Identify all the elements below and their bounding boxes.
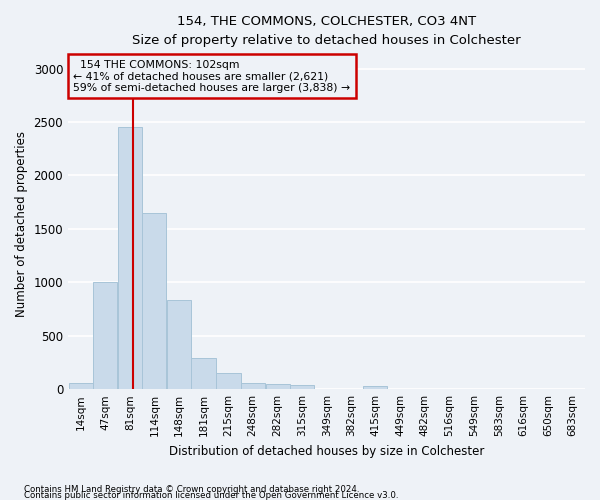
Text: Contains HM Land Registry data © Crown copyright and database right 2024.: Contains HM Land Registry data © Crown c… [24, 484, 359, 494]
Bar [290, 386, 314, 389]
Title: 154, THE COMMONS, COLCHESTER, CO3 4NT
Size of property relative to detached hous: 154, THE COMMONS, COLCHESTER, CO3 4NT Si… [132, 15, 521, 47]
Y-axis label: Number of detached properties: Number of detached properties [15, 130, 28, 316]
Bar [266, 384, 290, 389]
Text: 154 THE COMMONS: 102sqm  
← 41% of detached houses are smaller (2,621)
59% of se: 154 THE COMMONS: 102sqm ← 41% of detache… [73, 60, 350, 92]
X-axis label: Distribution of detached houses by size in Colchester: Distribution of detached houses by size … [169, 444, 484, 458]
Bar [241, 384, 265, 389]
Bar [167, 300, 191, 389]
Bar [363, 386, 388, 389]
Bar [191, 358, 215, 389]
Bar [142, 213, 166, 389]
Bar [217, 373, 241, 389]
Bar [93, 282, 117, 389]
Bar [69, 384, 93, 389]
Bar [118, 128, 142, 389]
Text: Contains public sector information licensed under the Open Government Licence v3: Contains public sector information licen… [24, 490, 398, 500]
